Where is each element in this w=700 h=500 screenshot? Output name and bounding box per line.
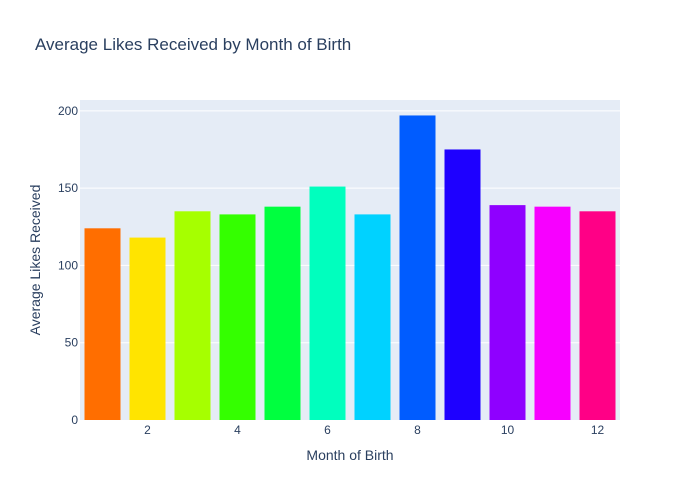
- x-tick-label: 4: [234, 423, 241, 437]
- y-axis-ticks: 0 50 100 150 200: [58, 104, 78, 427]
- bar-month-2[interactable]: [129, 237, 166, 420]
- gridlines: [80, 110, 620, 344]
- bar-month-1[interactable]: [84, 228, 121, 420]
- y-axis-title: Average Likes Received: [27, 185, 43, 336]
- x-tick-label: 6: [324, 423, 331, 437]
- bar-month-5[interactable]: [264, 206, 301, 420]
- x-tick-label: 12: [591, 423, 605, 437]
- bars: [84, 115, 616, 421]
- x-axis-title: Month of Birth: [306, 447, 393, 463]
- bar-month-12[interactable]: [579, 211, 616, 420]
- bar-month-11[interactable]: [534, 206, 571, 420]
- x-tick-label: 10: [501, 423, 515, 437]
- y-tick-label: 150: [58, 181, 78, 195]
- y-tick-label: 200: [58, 104, 78, 118]
- bar-month-3[interactable]: [174, 211, 211, 420]
- x-tick-label: 2: [144, 423, 151, 437]
- x-tick-label: 8: [414, 423, 421, 437]
- bar-month-4[interactable]: [219, 214, 256, 420]
- x-axis-ticks: 2 4 6 8 10 12: [144, 423, 604, 437]
- bar-month-6[interactable]: [309, 186, 346, 420]
- bar-month-10[interactable]: [489, 205, 526, 420]
- y-tick-label: 100: [58, 258, 78, 272]
- y-tick-label: 0: [71, 413, 78, 427]
- plot-area: [80, 100, 620, 420]
- bar-month-8[interactable]: [399, 115, 436, 421]
- bar-month-9[interactable]: [444, 149, 481, 420]
- y-tick-label: 50: [65, 336, 79, 350]
- bar-month-7[interactable]: [354, 214, 391, 420]
- chart-title: Average Likes Received by Month of Birth: [35, 35, 351, 54]
